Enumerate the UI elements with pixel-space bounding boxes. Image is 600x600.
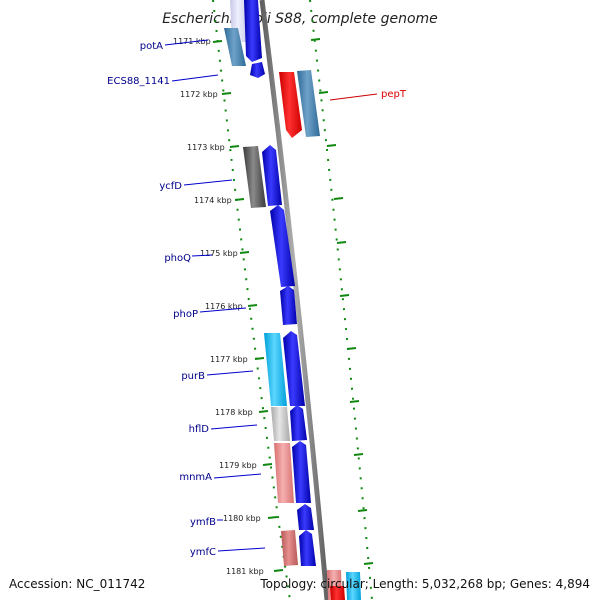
gene-label-phoQ[interactable]: phoQ: [164, 253, 191, 264]
gene-label-ymfC[interactable]: ymfC: [190, 547, 216, 558]
tick-label: 1172 kbp: [180, 90, 218, 99]
tick-label: 1174 kbp: [194, 196, 232, 205]
tick-label: 1181 kbp: [226, 567, 264, 576]
gene-labels: potA ECS88_1141 ycfD phoQ phoP purB hflD…: [107, 39, 266, 558]
inner-tick-marks: [212, 40, 284, 572]
gene-label-mnmA[interactable]: mnmA: [179, 472, 212, 483]
gene-arrow-ymfB: [297, 504, 314, 530]
outer-feature-track: [279, 70, 361, 600]
tick-label: 1178 kbp: [215, 408, 253, 417]
gene-arrow-phoQ: [270, 205, 295, 287]
genome-backbone: [259, 0, 330, 600]
leader-line: [199, 307, 247, 313]
gene-arrow-ECS88_1141: [250, 62, 265, 78]
gene-label-phoP[interactable]: phoP: [173, 309, 198, 320]
tick-label: 1175 kbp: [200, 249, 238, 258]
gene-block-pink-mnmA: [274, 443, 294, 503]
gene-label-pepT[interactable]: pepT: [381, 89, 407, 100]
reverse-strand-track: [224, 0, 298, 566]
gene-block-cyan-bottom: [346, 572, 361, 600]
topology-summary: Topology: circular; Length: 5,032,268 bp…: [260, 577, 590, 591]
outer-tick-marks: [310, 38, 374, 565]
tick-label: 1180 kbp: [223, 514, 261, 523]
gene-arrow-mnmA: [292, 441, 311, 503]
tick-label: 1176 kbp: [205, 302, 243, 311]
leader-line: [171, 74, 219, 82]
gene-block-rose-ymfC: [281, 530, 298, 566]
forward-strand-track: [244, 0, 316, 566]
gene-arrow-purB: [283, 331, 305, 406]
gene-arrow-potA: [244, 0, 262, 62]
gene-label-purB[interactable]: purB: [181, 371, 205, 382]
leader-line: [217, 547, 266, 552]
inner-tick-ring: [212, 0, 291, 600]
gene-label-ymfB[interactable]: ymfB: [190, 517, 216, 528]
gene-label-ycfD[interactable]: ycfD: [159, 181, 182, 192]
gene-arrow-hflD: [290, 405, 307, 441]
leader-line: [183, 179, 233, 186]
map-title: Escherichia coli S88, complete genome: [162, 11, 438, 27]
leader-line: [164, 39, 209, 46]
gene-label-hflD[interactable]: hflD: [189, 424, 210, 435]
leader-line: [206, 370, 254, 376]
tick-label: 1177 kbp: [210, 355, 248, 364]
gene-block-light-hflD: [271, 407, 290, 441]
accession-label: Accession: NC_011742: [9, 577, 146, 591]
gene-block-steel: [224, 28, 246, 66]
gene-block-steel-pepT: [297, 70, 320, 137]
gene-arrow-phoP: [280, 286, 297, 325]
gene-label-potA[interactable]: potA: [140, 41, 163, 52]
leader-line: [213, 473, 262, 479]
leader-line: [210, 424, 258, 430]
gene-arrow-ycfD: [262, 145, 282, 206]
tick-label: 1173 kbp: [187, 143, 225, 152]
gene-block-red-bottom: [330, 586, 345, 600]
gene-block-grey-ycfD: [243, 146, 266, 208]
leader-line: [329, 93, 378, 101]
gene-labels-right: pepT: [329, 89, 407, 101]
gene-label-ECS88_1141[interactable]: ECS88_1141: [107, 76, 170, 87]
leader-line: [191, 254, 213, 257]
gene-arrow-pepT: [279, 72, 302, 138]
outer-tick-ring: [309, 0, 373, 600]
gene-block-cyan-purB: [264, 333, 287, 406]
tick-label: 1179 kbp: [219, 461, 257, 470]
gene-arrow-ymfC: [299, 530, 316, 566]
